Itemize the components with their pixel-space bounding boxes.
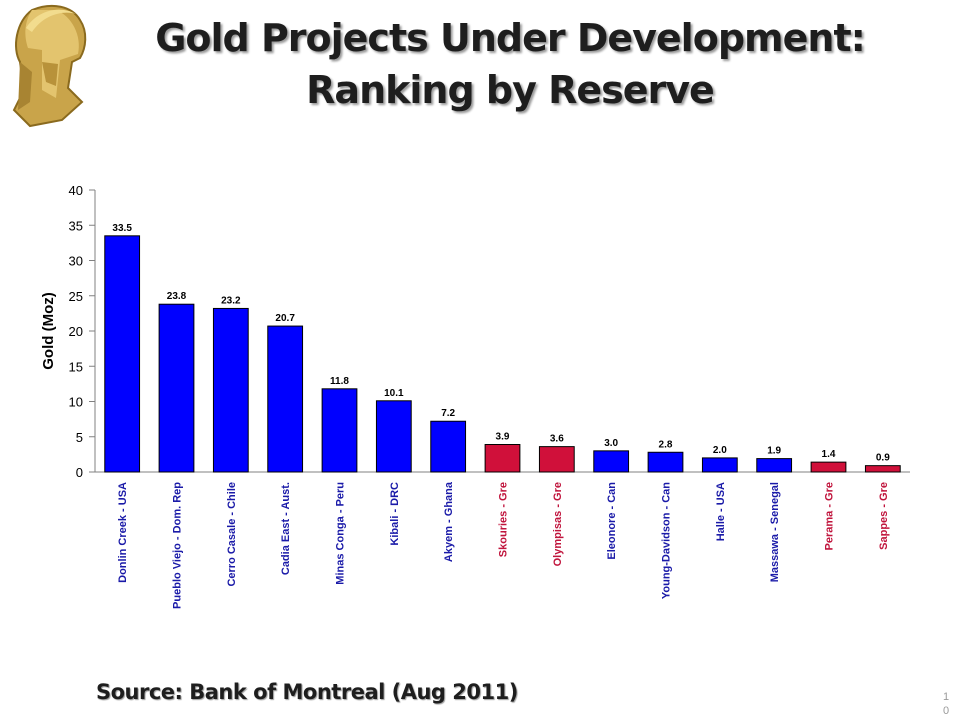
y-axis-label: Gold (Moz) [40, 292, 57, 369]
bar-value-label: 33.5 [112, 223, 132, 234]
y-tick-label: 5 [76, 430, 83, 445]
bar-value-label: 23.8 [167, 291, 187, 302]
y-tick-label: 0 [76, 465, 83, 480]
x-category-label: Minas Conga - Peru [335, 482, 347, 585]
bar-value-label: 2.8 [659, 439, 673, 450]
y-tick-label: 40 [69, 183, 83, 198]
bar-value-label: 7.2 [441, 408, 455, 419]
y-tick-label: 30 [69, 254, 83, 269]
bar [430, 420, 467, 473]
x-category-label: Akyem - Ghana [443, 481, 455, 562]
x-category-label: Cerro Casale - Chile [226, 482, 238, 587]
bar [756, 458, 793, 473]
bar-value-label: 3.9 [496, 432, 510, 443]
bar-value-label: 20.7 [275, 313, 295, 324]
bar-value-label: 0.9 [876, 453, 890, 464]
bar [701, 457, 738, 473]
page-number: 10 [942, 691, 950, 717]
x-category-label: Massawa - Senegal [769, 482, 781, 582]
x-category-label: Perama - Gre [824, 482, 836, 550]
bar-value-label: 3.0 [604, 438, 618, 449]
bar-value-label: 2.0 [713, 445, 727, 456]
x-category-label: Skouries - Gre [498, 482, 510, 557]
bar-value-label: 1.9 [767, 446, 781, 457]
bar [864, 465, 901, 473]
y-tick-label: 35 [69, 218, 83, 233]
title-line-1: Gold Projects Under Development: [155, 16, 866, 60]
x-category-label: Young-Davidson - Can [661, 482, 673, 599]
x-category-label: Sappes - Gre [878, 482, 890, 550]
title-line-2: Ranking by Reserve [306, 68, 715, 112]
bar [810, 461, 847, 473]
source-note: Source: Bank of Montreal (Aug 2011) [96, 680, 518, 704]
bar [484, 444, 521, 473]
x-category-label: Pueblo Viejo - Dom. Rep [172, 482, 184, 609]
bar [267, 325, 304, 473]
bar-value-label: 23.2 [221, 295, 241, 306]
x-category-label: Kibali - DRC [389, 482, 401, 546]
bar-value-label: 1.4 [822, 449, 836, 460]
y-tick-label: 20 [69, 324, 83, 339]
y-tick-label: 10 [69, 395, 83, 410]
bar [538, 446, 575, 473]
bar [375, 400, 412, 473]
x-category-label: Olympisas - Gre [552, 482, 564, 566]
helmet-logo [12, 4, 87, 128]
bar-value-label: 3.6 [550, 434, 564, 445]
bar-value-label: 10.1 [384, 388, 404, 399]
bar [647, 451, 684, 473]
bar [158, 303, 195, 473]
x-category-label: Halle - USA [715, 482, 727, 541]
bar [212, 307, 249, 473]
x-category-label: Eleonore - Can [606, 482, 618, 560]
bar [593, 450, 630, 473]
bar [321, 388, 358, 473]
x-category-label: Donlin Creek - USA [117, 482, 129, 583]
x-category-label: Cadia East - Aust. [280, 482, 292, 575]
bar [104, 235, 141, 473]
y-tick-label: 25 [69, 289, 83, 304]
bar-value-label: 11.8 [330, 376, 349, 387]
y-tick-label: 15 [69, 359, 83, 374]
